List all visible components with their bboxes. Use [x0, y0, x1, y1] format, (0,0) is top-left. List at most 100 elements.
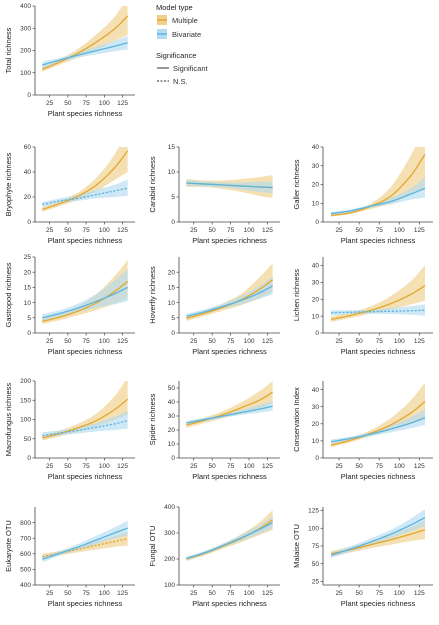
y-tick-label: 800 [20, 520, 31, 527]
x-tick-label: 100 [99, 590, 110, 597]
x-tick-label: 125 [262, 227, 273, 234]
plot-area [330, 265, 426, 323]
panel-11: 100 200 300 400 25 50 75 100 125 Plant species ri… [148, 504, 280, 608]
x-tick-label: 125 [414, 590, 425, 597]
y-tick-label: 10 [168, 441, 176, 448]
y-tick-label: 40 [312, 144, 320, 151]
x-tick-label: 50 [209, 463, 217, 470]
x-tick-label: 100 [394, 463, 405, 470]
x-tick-label: 125 [262, 463, 273, 470]
x-tick-label: 75 [376, 338, 384, 345]
panel-1: 0 20 40 60 25 50 75 100 125 Plant species richnes… [4, 144, 135, 245]
x-tick-label: 100 [99, 463, 110, 470]
x-tick-label: 50 [64, 100, 72, 107]
y-tick-label: 0 [27, 330, 31, 337]
x-tick-label: 50 [209, 227, 217, 234]
bivariate-ci-band [331, 509, 425, 559]
panel-9: 0 10 20 30 40 25 50 75 100 125 Plant species richn… [292, 381, 433, 481]
x-tick-label: 50 [356, 463, 364, 470]
y-tick-label: 40 [24, 169, 32, 176]
legend-ns-label: N.S. [173, 77, 188, 86]
legend-multiple-label: Multiple [172, 16, 198, 25]
x-tick-label: 25 [46, 463, 54, 470]
plot-area [330, 382, 426, 448]
x-tick-label: 50 [356, 590, 364, 597]
bivariate-series-line [42, 286, 128, 319]
multiple-series-line [330, 154, 426, 217]
y-axis-title: Malaise OTU [292, 524, 301, 568]
x-tick-label: 125 [117, 227, 128, 234]
x-axis-title: Plant species richness [48, 236, 123, 245]
y-tick-label: 20 [312, 421, 320, 428]
y-axis-title: Bryophyte richness [4, 152, 13, 216]
x-tick-label: 125 [117, 590, 128, 597]
y-tick-label: 100 [308, 525, 319, 532]
x-tick-label: 75 [227, 227, 235, 234]
x-tick-label: 75 [376, 227, 384, 234]
y-tick-label: 300 [20, 25, 31, 32]
x-tick-label: 75 [227, 590, 235, 597]
y-axis-title: Eukaryote OTU [4, 520, 13, 572]
y-tick-label: 15 [168, 144, 176, 151]
y-tick-label: 10 [24, 300, 32, 307]
x-tick-label: 100 [99, 227, 110, 234]
bivariate-series-line [42, 42, 128, 66]
x-tick-label: 50 [64, 590, 72, 597]
plot-area [42, 6, 129, 72]
plot-area [42, 260, 129, 325]
x-axis-title: Plant species richness [341, 472, 416, 481]
panel-6: 0 10 20 30 40 25 50 75 100 125 Plant species richn… [292, 257, 433, 356]
bivariate-series-line [186, 405, 273, 424]
y-tick-label: 100 [20, 417, 31, 424]
x-tick-label: 50 [64, 463, 72, 470]
y-tick-label: 10 [168, 169, 176, 176]
x-tick-label: 25 [46, 590, 54, 597]
y-tick-label: 0 [171, 219, 175, 226]
legend-bivariate-label: Bivariate [172, 30, 201, 39]
y-tick-label: 20 [24, 194, 32, 201]
multiple-series-line [42, 15, 129, 71]
x-axis-title: Plant species richness [48, 472, 123, 481]
bivariate-ci-band [42, 179, 128, 207]
bivariate-series-line [42, 527, 128, 560]
x-tick-label: 125 [117, 463, 128, 470]
panel-12: 25 50 75 100 125 25 50 75 100 125 Plant species ri… [292, 507, 433, 608]
legend-significance-title: Significance [156, 51, 196, 60]
y-tick-label: 0 [27, 455, 31, 462]
y-tick-label: 300 [164, 530, 175, 537]
panel-8: 0 10 20 30 40 50 25 50 75 100 125 Plant species ric… [148, 381, 280, 481]
panel-4: 0 5 10 15 20 25 25 50 75 100 125 Plant species rich… [4, 254, 135, 356]
y-tick-label: 400 [20, 582, 31, 589]
multiple-series-line [42, 280, 129, 323]
bivariate-series-line [186, 182, 273, 189]
x-tick-label: 25 [190, 590, 198, 597]
plot-area [186, 510, 273, 562]
y-axis-title: Conservation Index [292, 387, 301, 452]
x-tick-label: 125 [414, 227, 425, 234]
y-axis-title: Fungal OTU [148, 526, 157, 567]
panel-2: 0 5 10 15 25 50 75 100 125 Plant species richness… [148, 144, 280, 245]
y-axis-title: Spider richness [148, 393, 157, 445]
bivariate-series-line [330, 417, 426, 443]
plot-area [330, 509, 426, 559]
y-tick-label: 10 [312, 200, 320, 207]
y-axis-title: Gastropod richness [4, 262, 13, 327]
y-tick-label: 100 [164, 582, 175, 589]
multiple-series-line [330, 401, 426, 446]
x-axis-title: Plant species richness [192, 472, 267, 481]
x-tick-label: 125 [414, 463, 425, 470]
x-tick-label: 25 [46, 100, 54, 107]
x-axis-title: Plant species richness [192, 236, 267, 245]
y-axis-title: Total richness [4, 27, 13, 73]
x-axis-title: Plant species richness [48, 109, 123, 118]
y-tick-label: 30 [312, 280, 320, 287]
y-axis-title: Lichen richness [292, 269, 301, 321]
y-tick-label: 50 [168, 385, 176, 392]
x-tick-label: 25 [46, 338, 54, 345]
bivariate-series-line [186, 285, 273, 317]
y-tick-label: 15 [24, 285, 32, 292]
x-axis-title: Plant species richness [48, 599, 123, 608]
y-tick-label: 50 [312, 561, 320, 568]
y-tick-label: 20 [312, 182, 320, 189]
legend-significant-label: Significant [173, 64, 209, 73]
